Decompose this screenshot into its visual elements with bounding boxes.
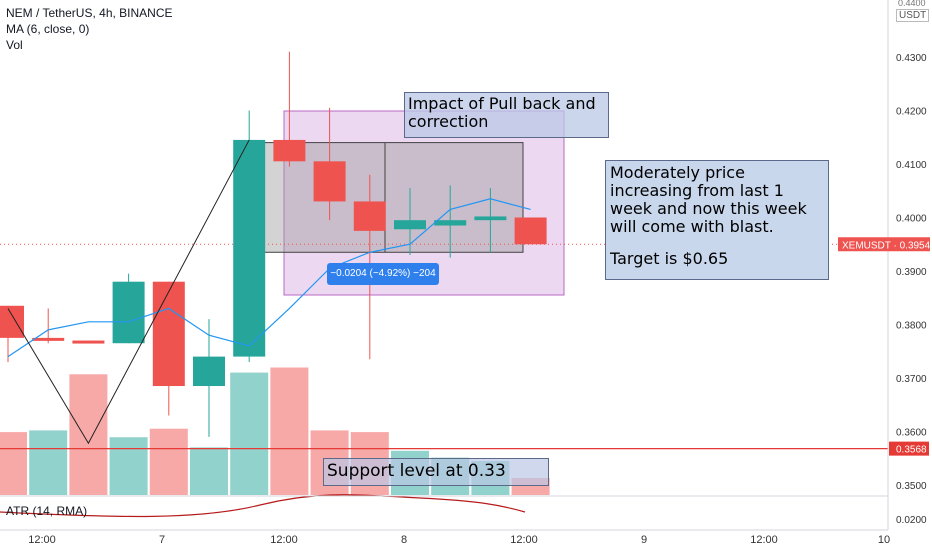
support-price-tag [889, 441, 929, 456]
vol-legend: Vol [6, 38, 23, 52]
ma-legend: MA (6, close, 0) [6, 22, 90, 36]
time-tick-label: 12:00 [750, 534, 778, 546]
candle-body [514, 217, 547, 245]
atr-tick-label: 0.0200 [896, 515, 927, 526]
trend-line [7, 139, 250, 445]
price-tick-label: 0.4200 [896, 107, 927, 118]
candle-body [112, 281, 145, 344]
time-tick-label: 12:00 [510, 534, 538, 546]
candle-body [32, 337, 65, 341]
time-tick-label: 10 [878, 534, 890, 546]
atr-legend: ATR (14, RMA) [6, 504, 88, 518]
price-tick-label: 0.3600 [896, 428, 927, 439]
candle-body [72, 340, 105, 344]
price-tick-label: 0.3700 [896, 374, 927, 385]
volume-bar [230, 372, 269, 495]
volume-bar [0, 432, 27, 495]
volume-bar [190, 447, 228, 495]
target-text: Target is $0.65 [610, 249, 729, 268]
outlook-note[interactable]: Moderately price increasing from last 1 … [605, 160, 829, 280]
candle-body [313, 161, 346, 202]
candle-body [152, 281, 185, 387]
price-tick-label: 0.4100 [896, 160, 927, 171]
price-tick-label: 0.4300 [896, 53, 927, 64]
volume-bar [270, 367, 309, 495]
time-tick-label: 9 [641, 534, 647, 546]
outlook-text: Moderately price increasing from last 1 … [610, 163, 807, 236]
volume-bar [29, 430, 68, 495]
ma-line [7, 198, 531, 358]
time-tick-label: 12:00 [270, 534, 298, 546]
last-price-tag-label: XEMUSDT · 0.3954 [842, 240, 931, 251]
candle-body [233, 139, 266, 357]
time-tick-label: 8 [401, 534, 407, 546]
currency-label[interactable]: USDT [896, 9, 930, 22]
price-tick-label: 0.4000 [896, 214, 927, 225]
price-tick-label: 0.3800 [896, 321, 927, 332]
support-note[interactable]: Support level at 0.33 [323, 458, 549, 486]
candle-body [193, 356, 225, 387]
candle-body [394, 220, 426, 230]
candle-body [474, 216, 507, 221]
last-price-tag [838, 237, 930, 252]
time-tick-label: 12:00 [28, 534, 56, 546]
time-tick-label: 7 [159, 534, 165, 546]
volume-bar [69, 374, 108, 495]
candle-body [434, 220, 467, 226]
candle-body [353, 201, 386, 231]
candle-body [273, 139, 306, 162]
price-tick-label: 0.3900 [896, 267, 927, 278]
price-tick-label: 0.3500 [896, 481, 927, 492]
price-tick-top: 0.4400 [898, 0, 926, 8]
volume-bar [109, 437, 148, 495]
measure-label: −0.0204 (−4.92%) −204 [327, 263, 439, 285]
atr-line [0, 494, 526, 518]
candle-body [0, 305, 24, 338]
symbol-legend: NEM / TetherUS, 4h, BINANCE [6, 6, 173, 20]
pullback-note[interactable]: Impact of Pull back and correction [404, 92, 609, 138]
support-price-tag-label: 0.3568 [896, 445, 927, 456]
volume-bar [149, 428, 188, 495]
